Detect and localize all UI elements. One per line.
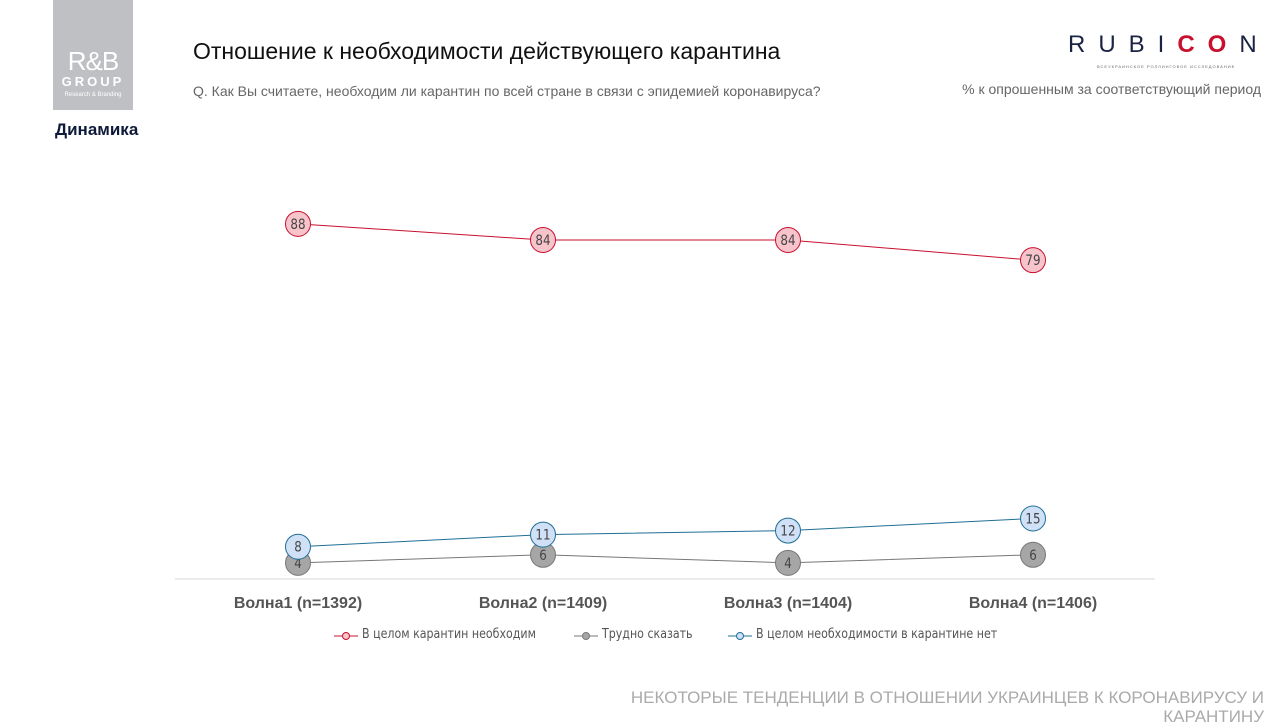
data-point [775,226,801,253]
data-point [1020,541,1046,568]
x-tick-label: Волна4 (n=1406) [969,595,1097,612]
data-point [1020,505,1046,532]
data-point [530,521,556,548]
data-label: 15 [1025,512,1040,528]
data-point [775,549,801,576]
legend-marker [342,632,350,640]
legend-item-label: Трудно сказать [602,627,693,642]
data-label: 84 [535,233,550,249]
data-label: 88 [290,217,305,233]
data-point [285,210,311,237]
data-label: 6 [539,548,547,564]
data-label: 12 [780,524,795,540]
data-point [285,533,311,560]
data-point [530,226,556,253]
legend-marker [582,632,590,640]
legend-item-label: В целом необходимости в карантине нет [756,627,998,642]
x-tick-label: Волна3 (n=1404) [724,595,852,612]
section-label: Динамика [55,120,139,139]
series-line [297,223,1034,261]
page-title: Отношение к необходимости действующего к… [193,38,781,64]
data-label: 4 [294,556,302,572]
data-point [775,517,801,544]
rubicon-logo: RUBICON [1068,31,1270,58]
series-line [297,517,1034,548]
data-label: 84 [780,233,795,249]
rb-group-logo: R&B GROUP Research & Branding [53,0,133,110]
rubicon-logo-subtitle: ВСЕУКРАИНСКОЕ РОЛЛИНГОВОЕ ИССЛЕДОВАНИЕ [1097,64,1236,69]
data-label: 4 [784,556,792,572]
x-tick-label: Волна1 (n=1392) [234,595,362,612]
question-text: Q. Как Вы считаете, необходим ли каранти… [193,83,821,99]
series-line [297,554,1034,564]
data-label: 11 [535,528,550,544]
data-label: 6 [1029,548,1037,564]
unit-note: % к опрошенным за соответствующий период [962,81,1261,97]
data-point [1020,247,1046,274]
legend-item-label: В целом карантин необходим [362,627,536,642]
legend-marker [736,632,744,640]
data-label: 79 [1025,253,1040,269]
data-label: 8 [294,540,302,556]
x-tick-label: Волна2 (n=1409) [479,595,607,612]
